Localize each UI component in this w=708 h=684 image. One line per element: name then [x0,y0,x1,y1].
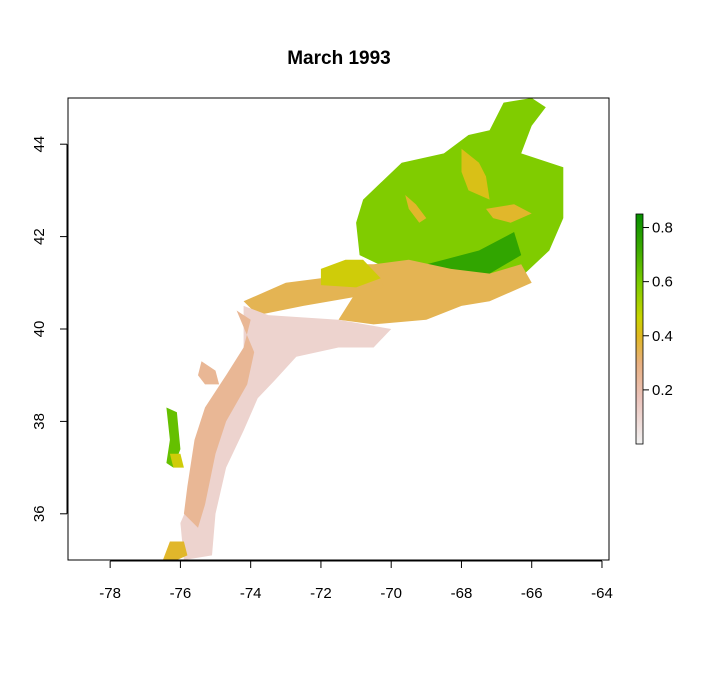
heatmap-region [162,541,188,560]
x-tick-label: -74 [240,585,262,602]
x-tick-label: -68 [451,585,473,602]
heatmap-region [320,259,381,288]
colorbar-tick-label: 0.8 [652,220,673,237]
colorbar: 0.2 0.4 0.6 0.8 [635,213,673,445]
heatmap-region [180,305,392,560]
y-tick-label: 38 [31,413,48,430]
x-tick-label: -72 [310,585,332,602]
colorbar-ticks: 0.2 0.4 0.6 0.8 [643,220,673,399]
heatmap-region [405,195,427,223]
x-tick-label: -70 [380,585,402,602]
x-axis: -78 -76 -74 -72 -70 -68 -66 -64 [99,560,613,602]
heatmap-region [169,453,184,468]
heatmap-region [486,204,532,223]
heatmap-region [338,259,532,325]
y-tick-label: 44 [31,136,48,153]
y-tick-label: 42 [31,228,48,245]
heatmap-region [183,310,255,528]
heatmap-region [198,361,220,385]
x-tick-label: -78 [99,585,121,602]
chart-title: March 1993 [287,48,391,69]
heatmap-regions [162,98,564,560]
colorbar-gradient [635,213,644,445]
colorbar-tick-label: 0.2 [652,382,673,399]
colorbar-tick-label: 0.4 [652,328,673,345]
x-tick-label: -76 [170,585,192,602]
y-tick-label: 40 [31,321,48,338]
x-tick-label: -66 [521,585,543,602]
heatmap-region [166,407,181,468]
x-tick-label: -64 [591,585,613,602]
heatmap-region [461,148,490,200]
y-tick-label: 36 [31,505,48,522]
plot-frame [67,97,610,561]
y-axis: 36 38 40 42 44 [31,136,68,522]
colorbar-tick-label: 0.6 [652,274,673,291]
